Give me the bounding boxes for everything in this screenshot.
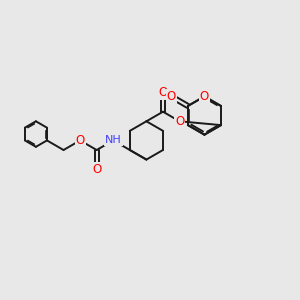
Text: O: O [158, 86, 168, 99]
Text: O: O [167, 90, 176, 103]
Text: O: O [175, 115, 184, 128]
Text: O: O [200, 90, 209, 103]
Text: NH: NH [105, 135, 122, 146]
Text: O: O [76, 134, 85, 147]
Text: O: O [92, 163, 101, 176]
